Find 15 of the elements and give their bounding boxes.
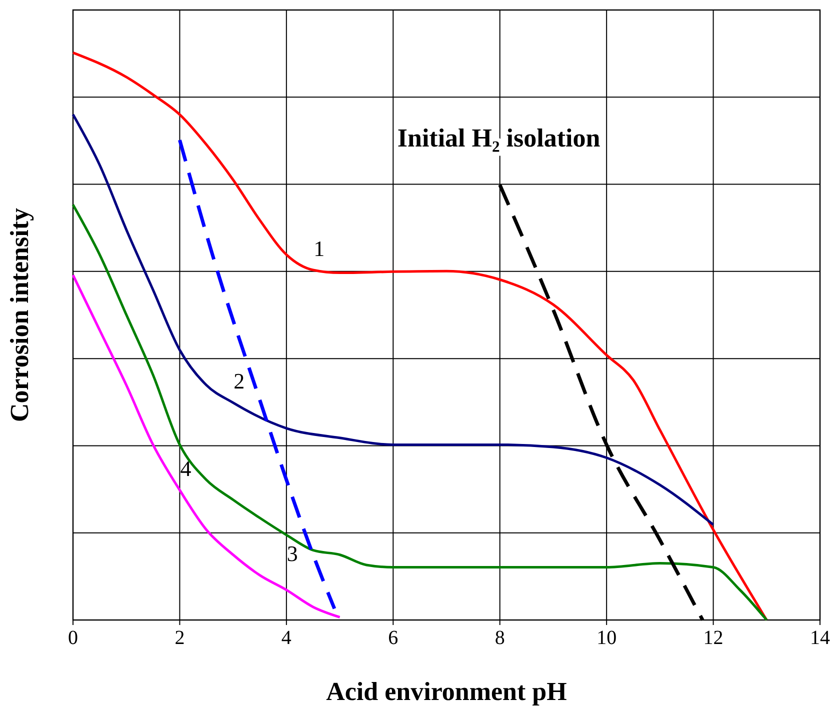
x-tick-label: 0 bbox=[68, 627, 78, 649]
series-label: 1 bbox=[314, 236, 325, 261]
x-tick-label: 10 bbox=[596, 627, 617, 649]
x-tick-label: 12 bbox=[703, 627, 724, 649]
x-tick-label: 14 bbox=[810, 627, 830, 649]
x-tick-label: 4 bbox=[281, 627, 292, 649]
x-tick-label: 2 bbox=[174, 627, 185, 649]
series-label: 4 bbox=[180, 456, 192, 482]
annotation: Initial H₂ isolation bbox=[397, 124, 601, 153]
series-label: 2 bbox=[234, 368, 245, 394]
series-label: 3 bbox=[286, 540, 298, 566]
x-tick-label: 8 bbox=[494, 627, 505, 649]
y-axis-title: Corrosion intensity bbox=[5, 208, 34, 422]
x-tick-label: 6 bbox=[388, 627, 398, 649]
x-axis-title: Acid environment pH bbox=[326, 677, 567, 706]
